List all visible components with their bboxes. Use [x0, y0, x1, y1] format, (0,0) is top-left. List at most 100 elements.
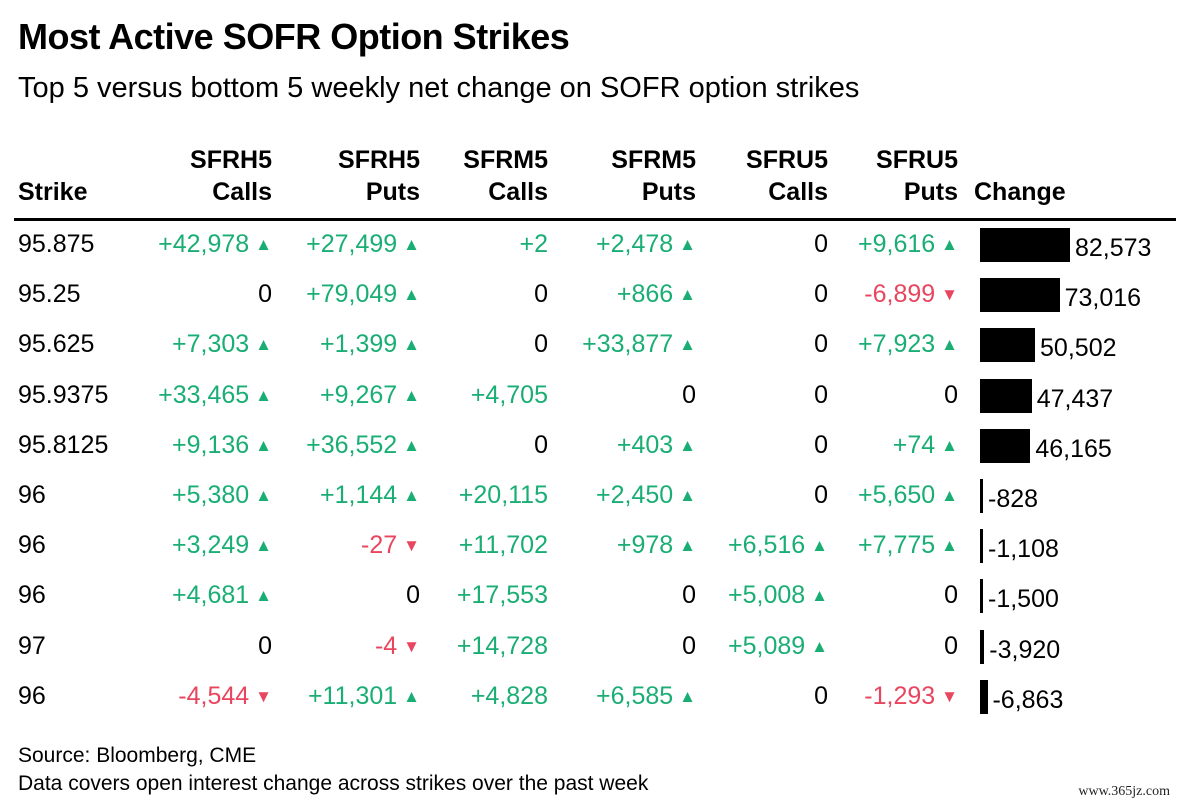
up-arrow-icon: ▲ [679, 335, 696, 355]
cell-h5c: +5,380 ▲ [172, 480, 272, 511]
cell-value: +9,267 [320, 380, 398, 409]
cell-u5p: 0 [944, 580, 958, 610]
cell-strike: 95.875 [18, 230, 95, 258]
cell-value: +2,450 [596, 481, 674, 509]
cell-h5c: +33,465 ▲ [158, 380, 272, 411]
cell-value: +7,923 [858, 330, 936, 359]
cell-value: +978 [616, 531, 674, 560]
cell-value: +33,465 [158, 380, 250, 409]
cell-value: 0 [682, 581, 696, 610]
cell-m5c: +2 [519, 229, 548, 259]
down-arrow-icon: ▼ [403, 536, 420, 556]
cell-value: +42,978 [158, 230, 250, 258]
cell-h5p: +27,499 ▲ [306, 229, 420, 260]
change-bar [980, 579, 983, 614]
up-arrow-icon: ▲ [403, 335, 420, 355]
up-arrow-icon: ▲ [403, 486, 420, 505]
cell-u5c: 0 [814, 229, 828, 259]
cell-strike: 97 [18, 631, 46, 660]
change-label: 47,437 [1036, 384, 1114, 413]
cell-value: -27 [361, 531, 398, 560]
up-arrow-icon: ▲ [941, 435, 958, 455]
cell-u5p: +7,775 ▲ [858, 530, 958, 561]
cell-value: +11,301 [307, 681, 398, 710]
cell-u5c: +6,516 ▲ [728, 530, 828, 561]
cell-value: +11,702 [458, 531, 548, 560]
up-arrow-icon: ▲ [255, 335, 272, 355]
cell-m5c: +20,115 [459, 480, 548, 510]
header-u5p-line2: Puts [903, 178, 958, 206]
cell-value: +7,775 [858, 531, 936, 560]
change-label: -6,863 [992, 685, 1064, 714]
cell-u5c: 0 [814, 279, 828, 309]
cell-value: 0 [682, 631, 696, 660]
up-arrow-icon: ▲ [679, 686, 696, 706]
header-rule [14, 218, 1176, 221]
change-bar [980, 629, 985, 664]
cell-u5c: +5,008 ▲ [728, 580, 828, 611]
cell-value: +74 [892, 430, 936, 459]
up-arrow-icon: ▲ [941, 536, 958, 556]
cell-value: 0 [534, 280, 548, 309]
cell-h5p: 0 [406, 580, 420, 610]
cell-value: 0 [814, 230, 828, 258]
cell-u5c: 0 [814, 329, 828, 359]
cell-value: 0 [814, 330, 828, 359]
cell-value: +79,049 [306, 280, 398, 309]
header-m5p-line2: Puts [641, 178, 696, 206]
up-arrow-icon: ▲ [403, 686, 420, 706]
cell-value: -6,899 [864, 280, 936, 309]
cell-u5p: 0 [944, 380, 958, 410]
cell-value: 0 [814, 481, 828, 509]
cell-m5p: 0 [682, 631, 696, 661]
cell-u5p: 0 [944, 631, 958, 661]
cell-value: +14,728 [456, 631, 548, 660]
cell-m5c: 0 [534, 329, 548, 359]
change-label: 73,016 [1064, 284, 1142, 313]
cell-u5p: -6,899 ▼ [864, 279, 958, 310]
footer-source: Source: Bloomberg, CME [18, 744, 257, 767]
change-bar [980, 228, 1070, 262]
cell-value: +2 [519, 230, 548, 258]
up-arrow-icon: ▲ [811, 636, 828, 656]
cell-u5c: 0 [814, 480, 828, 510]
cell-strike: 95.9375 [18, 380, 109, 409]
cell-strike: 96 [18, 681, 46, 710]
cell-m5c: +4,705 [471, 380, 548, 410]
header-u5p-line1: SFRU5 [876, 146, 958, 174]
cell-value: +5,650 [858, 481, 936, 509]
header-h5p-line2: Puts [365, 178, 420, 206]
cell-value: 0 [814, 380, 828, 409]
cell-m5p: +403 ▲ [617, 430, 696, 461]
cell-m5p: 0 [682, 380, 696, 410]
cell-m5p: +866 ▲ [617, 279, 696, 310]
change-label: -1,108 [988, 535, 1059, 564]
cell-value: 0 [534, 430, 548, 459]
cell-m5p: +6,585 ▲ [596, 681, 696, 712]
header-h5c-line2: Calls [212, 178, 272, 206]
cell-m5c: 0 [534, 279, 548, 309]
cell-m5p: +978 ▲ [617, 530, 696, 561]
change-bar [980, 529, 983, 564]
cell-u5c: 0 [814, 430, 828, 460]
up-arrow-icon: ▲ [403, 435, 420, 455]
cell-value: +2,478 [596, 230, 674, 258]
cell-value: 0 [944, 581, 958, 610]
cell-strike: 95.8125 [18, 430, 109, 459]
cell-value: +4,681 [172, 581, 250, 610]
header-u5c-line1: SFRU5 [746, 146, 828, 174]
up-arrow-icon: ▲ [941, 235, 958, 254]
cell-m5c: +11,702 [459, 530, 548, 560]
cell-h5p: -27 ▼ [361, 530, 420, 561]
cell-value: +17,553 [456, 581, 548, 610]
cell-value: 0 [814, 280, 828, 309]
up-arrow-icon: ▲ [679, 435, 696, 455]
cell-value: 0 [814, 681, 828, 710]
change-label: 50,502 [1040, 334, 1117, 363]
cell-h5c: 0 [258, 279, 272, 309]
change-label: -3,920 [989, 635, 1061, 664]
cell-h5p: +36,552 ▲ [306, 430, 420, 461]
cell-value: 0 [814, 430, 828, 459]
cell-h5c: +9,136 ▲ [172, 430, 272, 461]
cell-value: 0 [944, 380, 958, 409]
